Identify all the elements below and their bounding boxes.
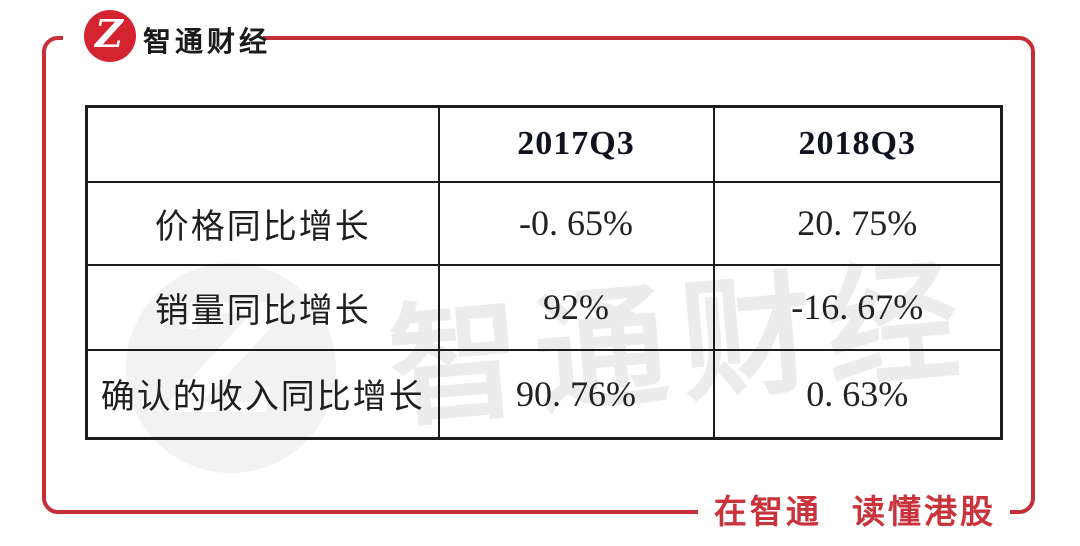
cell-price-2018q3: 20. 75%: [712, 180, 1003, 266]
brand-logo-icon: Z: [84, 10, 136, 62]
row-label-volume-yoy: 销量同比增长: [85, 263, 440, 351]
table-row: 销量同比增长 92% -16. 67%: [85, 263, 1003, 351]
header-cell-blank: [85, 105, 440, 183]
cell-volume-2018q3: -16. 67%: [712, 263, 1003, 351]
cell-revenue-2018q3: 0. 63%: [712, 348, 1003, 440]
table-row: 价格同比增长 -0. 65% 20. 75%: [85, 180, 1003, 266]
cell-revenue-2017q3: 90. 76%: [437, 348, 715, 440]
header-cell-2018q3: 2018Q3: [712, 105, 1003, 183]
brand-slogan: 在智通 读懂港股: [713, 493, 996, 530]
brand-name: 智通财经: [143, 26, 272, 57]
cell-price-2017q3: -0. 65%: [437, 180, 715, 266]
frame-gap-bottom: [698, 505, 1010, 519]
decorative-red-frame: [42, 36, 1035, 514]
logo-z-glyph: Z: [95, 11, 123, 56]
cell-volume-2017q3: 92%: [437, 263, 715, 351]
growth-comparison-table: 2017Q3 2018Q3 价格同比增长 -0. 65% 20. 75% 销量同…: [85, 105, 1003, 440]
header-cell-2017q3: 2017Q3: [437, 105, 715, 183]
table-row: 确认的收入同比增长 90. 76% 0. 63%: [85, 348, 1003, 440]
row-label-revenue-yoy: 确认的收入同比增长: [85, 348, 440, 440]
table-header-row: 2017Q3 2018Q3: [85, 105, 1003, 183]
row-label-price-yoy: 价格同比增长: [85, 180, 440, 266]
